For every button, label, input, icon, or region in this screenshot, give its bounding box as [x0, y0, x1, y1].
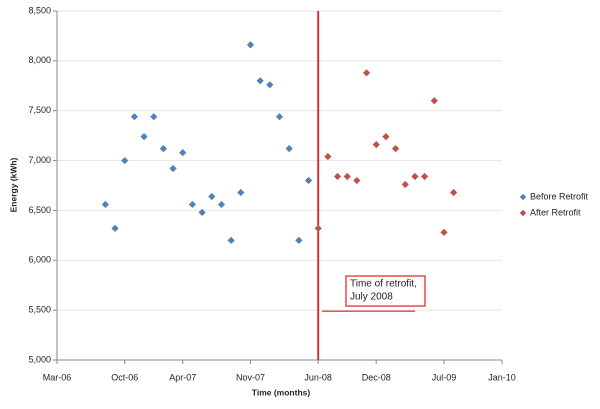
x-tick-label: Mar-06 [43, 372, 72, 382]
annotation-box [345, 275, 426, 307]
point [198, 208, 206, 217]
legend-label: Before Retrofit [530, 191, 589, 201]
point [421, 172, 429, 181]
legend-marker [519, 193, 527, 201]
point [450, 188, 458, 197]
point [179, 148, 187, 157]
point [430, 97, 438, 105]
x-tick-label: Jul-09 [432, 372, 457, 382]
x-axis-title: Time (months) [252, 387, 311, 397]
point [150, 113, 158, 121]
x-tick-label: Dec-08 [362, 372, 391, 382]
point [188, 200, 197, 209]
point [295, 236, 303, 244]
point [401, 180, 409, 189]
point [159, 145, 168, 153]
y-axis-title: Energy (kWh) [8, 157, 18, 212]
point [362, 69, 371, 77]
annotation-line: Time of retrofit, [350, 279, 417, 290]
point [275, 113, 284, 121]
y-tick-label: 7,500 [28, 105, 51, 115]
y-tick-label: 6,000 [28, 255, 51, 265]
point [391, 145, 400, 153]
point [217, 200, 226, 209]
point [227, 236, 235, 244]
point [130, 113, 138, 121]
point [304, 176, 313, 185]
legend-label: After Retrofit [530, 207, 581, 217]
point [266, 81, 274, 89]
point [382, 133, 390, 141]
point [140, 133, 148, 141]
point [121, 156, 129, 165]
point [169, 164, 177, 173]
point [411, 172, 419, 181]
point [246, 41, 255, 49]
point [353, 176, 361, 185]
y-tick-label: 5,000 [28, 354, 51, 364]
point [372, 141, 380, 149]
point [208, 192, 216, 201]
x-tick-label: Apr-07 [169, 372, 196, 382]
x-tick-label: Oct-06 [111, 372, 138, 382]
point [440, 228, 448, 236]
point [324, 152, 332, 161]
y-tick-label: 6,500 [28, 205, 51, 215]
point [101, 200, 109, 209]
y-tick-label: 5,500 [28, 305, 51, 315]
point [285, 145, 293, 153]
point [237, 188, 245, 197]
point [111, 224, 119, 232]
y-tick-label: 8,000 [28, 55, 51, 65]
x-tick-label: Jun-08 [304, 372, 332, 382]
legend-marker [519, 209, 527, 217]
y-tick-label: 8,500 [28, 5, 51, 15]
y-tick-label: 7,000 [28, 155, 51, 165]
x-tick-label: Jan-10 [488, 372, 516, 382]
point [333, 172, 342, 181]
annotation-line: July 2008 [350, 292, 393, 303]
x-tick-label: Nov-07 [236, 372, 265, 382]
point [314, 224, 322, 232]
point [343, 172, 351, 181]
point [256, 77, 264, 85]
